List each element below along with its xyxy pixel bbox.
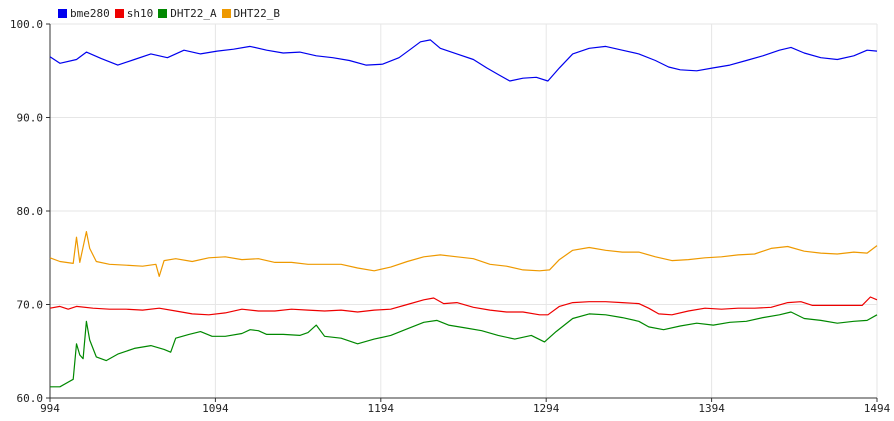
legend-label: DHT22_A: [170, 6, 217, 20]
legend-item: DHT22_A: [158, 6, 217, 20]
legend-label: sh10: [126, 6, 154, 20]
y-tick-label: 70.0: [17, 299, 44, 312]
legend-item: bme280: [58, 7, 110, 20]
legend-label: DHT22_B: [233, 6, 280, 20]
x-tick-label: 994: [40, 402, 60, 415]
legend: bme280 sh10 DHT22_A DHT22_B: [58, 6, 285, 20]
legend-swatch: [221, 8, 231, 18]
legend-item: sh10: [114, 6, 154, 20]
axes: [46, 23, 878, 402]
series-line-dht22-b: [49, 231, 878, 277]
series-line-dht22-a: [50, 311, 878, 388]
x-tick-label: 1294: [533, 402, 560, 415]
x-tick-label: 1394: [698, 402, 725, 415]
series-line-sh10: [49, 296, 878, 316]
x-tick-label: 1194: [368, 402, 395, 415]
legend-swatch: [114, 8, 124, 18]
series-lines: [49, 39, 878, 388]
y-tick-label: 90.0: [17, 112, 44, 125]
y-tick-label: 80.0: [17, 205, 44, 218]
legend-swatch: [58, 8, 67, 18]
tick-labels: 60.0 70.0 80.0 90.0 100.0 994 1094 1194 1294 1394…: [10, 18, 891, 415]
legend-item: DHT22_B: [221, 6, 280, 20]
series-line-bme280: [49, 39, 878, 82]
legend-swatch: [158, 8, 168, 18]
y-tick-label: 60.0: [17, 392, 44, 405]
x-tick-label: 1094: [202, 402, 229, 415]
y-tick-label: 100.0: [10, 18, 43, 31]
x-tick-label: 1494: [864, 402, 891, 415]
legend-label: bme280: [70, 6, 110, 20]
